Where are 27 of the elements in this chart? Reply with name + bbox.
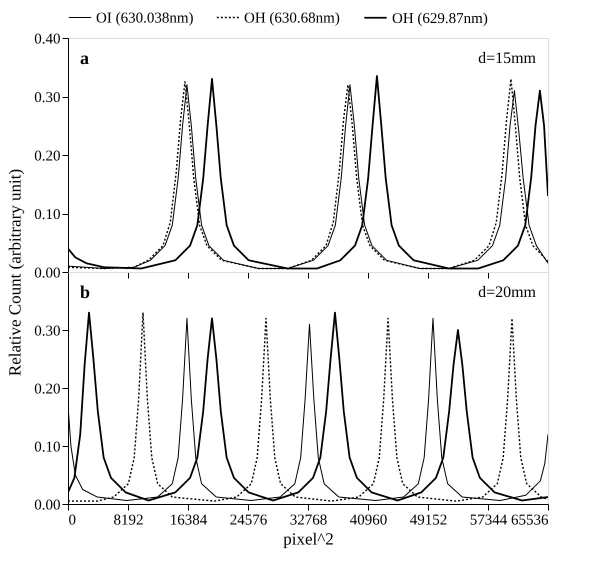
annotation: a [80, 48, 89, 68]
y-tick-label: 0.10 [34, 207, 60, 223]
x-tick-label: 40960 [350, 512, 388, 528]
x-tick-label: 65536 [511, 512, 549, 528]
y-tick-label: 0.10 [34, 440, 60, 456]
x-tick-label: 57344 [470, 512, 508, 528]
x-tick-label: 8192 [114, 512, 144, 528]
legend-label: OH (629.87nm) [392, 10, 488, 27]
legend-label: OH (630.68nm) [244, 10, 340, 26]
annotation: b [80, 282, 90, 302]
annotation: d=20mm [478, 284, 537, 301]
y-axis-title: Relative Count (arbitrary unit) [5, 168, 24, 376]
annotation: d=15mm [478, 50, 537, 67]
x-axis-title: pixel^2 [283, 530, 334, 548]
x-tick-label: 0 [68, 512, 76, 528]
x-tick-label: 16384 [170, 512, 208, 528]
y-tick-label: 0.00 [34, 266, 60, 282]
y-tick-label: 0.40 [34, 32, 60, 48]
y-tick-label: 0.20 [34, 382, 60, 398]
y-tick-label: 0.20 [34, 148, 60, 164]
legend-label: OI (630.038nm) [96, 10, 194, 26]
y-tick-label: 0.30 [34, 90, 60, 106]
y-tick-label: 0.00 [34, 498, 60, 514]
y-tick-label: 0.30 [34, 324, 60, 340]
x-tick-label: 32768 [290, 512, 328, 528]
x-tick-label: 49152 [410, 512, 448, 528]
x-tick-label: 24576 [230, 512, 268, 528]
